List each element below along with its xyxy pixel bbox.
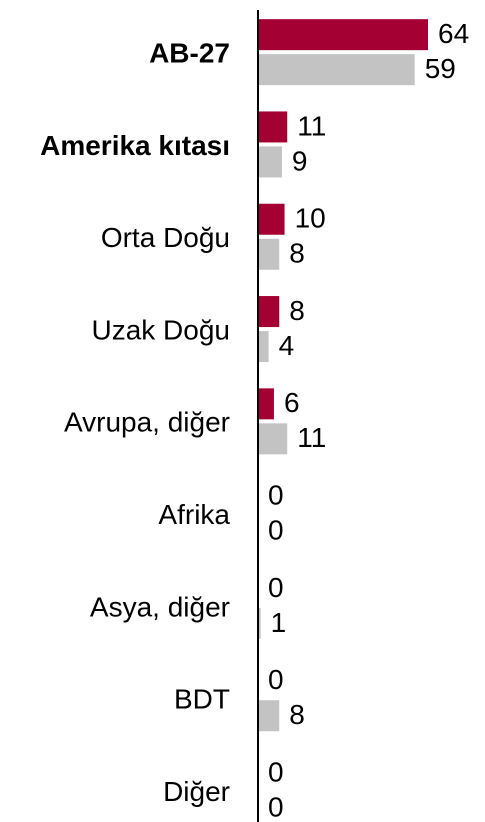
value-label: 0 <box>268 515 284 546</box>
category-label: BDT <box>174 684 230 715</box>
category-label: AB-27 <box>149 38 230 69</box>
bar <box>258 700 280 732</box>
value-label: 0 <box>268 480 284 511</box>
value-label: 11 <box>297 422 326 453</box>
value-label: 8 <box>289 699 305 730</box>
value-label: 9 <box>292 145 308 176</box>
bar <box>258 296 280 328</box>
bar <box>258 203 285 235</box>
category-label: Avrupa, diğer <box>64 407 230 438</box>
value-label: 1 <box>271 607 287 638</box>
value-label: 0 <box>268 791 284 822</box>
value-label: 8 <box>289 295 305 326</box>
bar <box>258 146 282 178</box>
bar <box>258 607 261 639</box>
value-label: 0 <box>268 664 284 695</box>
value-label: 0 <box>268 756 284 787</box>
bar <box>258 111 288 143</box>
value-label: 11 <box>297 110 326 141</box>
category-label: Afrika <box>158 499 230 530</box>
value-label: 64 <box>438 18 469 49</box>
category-label: Diğer <box>163 776 230 807</box>
bar <box>258 331 269 363</box>
bar <box>258 388 274 420</box>
value-label: 6 <box>284 387 300 418</box>
bar <box>258 238 280 270</box>
value-label: 4 <box>279 330 295 361</box>
bar <box>258 54 415 86</box>
value-label: 59 <box>425 53 456 84</box>
bar <box>258 19 428 51</box>
value-label: 10 <box>295 203 326 234</box>
category-label: Orta Doğu <box>101 222 230 253</box>
value-label: 8 <box>289 238 305 269</box>
category-label: Asya, diğer <box>90 591 230 622</box>
value-label: 0 <box>268 572 284 603</box>
category-label: Uzak Doğu <box>91 314 230 345</box>
bar <box>258 423 288 455</box>
category-label: Amerika kıtası <box>40 130 230 161</box>
